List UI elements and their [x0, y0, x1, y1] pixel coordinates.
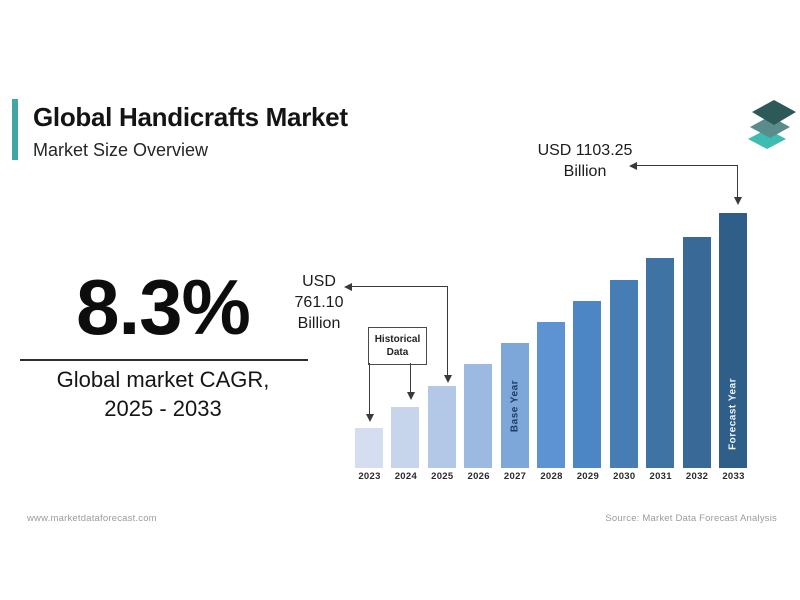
historical-arrow-head-right-icon — [407, 392, 415, 400]
stacked-diamonds-logo-icon — [748, 100, 796, 149]
year-label-2024: 2024 — [394, 471, 418, 482]
year-label-2029: 2029 — [576, 471, 600, 482]
bar-chart: Base Year Forecast Year — [351, 213, 763, 468]
bar-2030 — [609, 280, 638, 468]
year-label-2028: 2028 — [540, 471, 563, 482]
in-bar-label-2027: Base Year — [509, 379, 521, 432]
historical-data-label: Historical Data — [368, 327, 427, 365]
year-label-2025: 2025 — [431, 471, 454, 482]
cagr-caption: Global market CAGR, 2025 - 2033 — [56, 367, 270, 421]
title-accent-bar — [12, 99, 18, 160]
historical-arrow-head-left-icon — [366, 414, 374, 422]
year-label-2030: 2030 — [613, 471, 636, 482]
year-label-2026: 2026 — [467, 471, 490, 482]
historical-arrow-line-right — [410, 363, 411, 392]
peak-arrow-line-h — [637, 165, 738, 166]
source-note: Source: Market Data Forecast Analysis — [605, 513, 777, 524]
year-label-2032: 2032 — [685, 471, 709, 482]
cagr-value: 8.3% — [76, 263, 251, 351]
bar-2023 — [355, 428, 383, 468]
peak-arrow-head-down-icon — [734, 197, 742, 205]
bar-2029 — [573, 301, 602, 468]
stat-divider — [20, 359, 308, 361]
bar-2024 — [391, 407, 420, 468]
annotation-base-value: USD 761.10 Billion — [294, 273, 344, 333]
bar-2031 — [646, 258, 675, 468]
bar-2026 — [464, 364, 493, 468]
bar-2032 — [682, 237, 711, 468]
x-axis-labels: 2023 2024 2025 2026 2027 2028 2029 2030 2031 2032… — [351, 471, 763, 483]
annotation-peak-value: USD 1103.25 Billion — [537, 142, 633, 181]
page-title: Global Handicrafts Market — [33, 102, 348, 132]
base-arrow-head-down-icon — [444, 375, 452, 383]
in-bar-label-2033: Forecast Year — [727, 378, 739, 450]
bar-2028 — [537, 322, 565, 468]
bar-2033: Forecast Year — [719, 213, 747, 468]
peak-arrow-head-left-icon — [629, 162, 637, 170]
base-arrow-line-v — [447, 286, 448, 375]
year-label-2033: 2033 — [722, 471, 745, 482]
bar-2025 — [427, 386, 456, 468]
page-subtitle: Market Size Overview — [33, 140, 209, 160]
bar-2027: Base Year — [500, 343, 529, 468]
historical-arrow-line-left — [369, 363, 370, 414]
peak-arrow-line-v — [737, 165, 738, 197]
base-arrow-head-left-icon — [344, 283, 352, 291]
year-label-2027: 2027 — [503, 471, 527, 482]
base-arrow-line-h — [352, 286, 448, 287]
year-label-2031: 2031 — [649, 471, 672, 482]
year-label-2023: 2023 — [358, 471, 381, 482]
website-url: www.marketdataforecast.com — [27, 513, 157, 524]
